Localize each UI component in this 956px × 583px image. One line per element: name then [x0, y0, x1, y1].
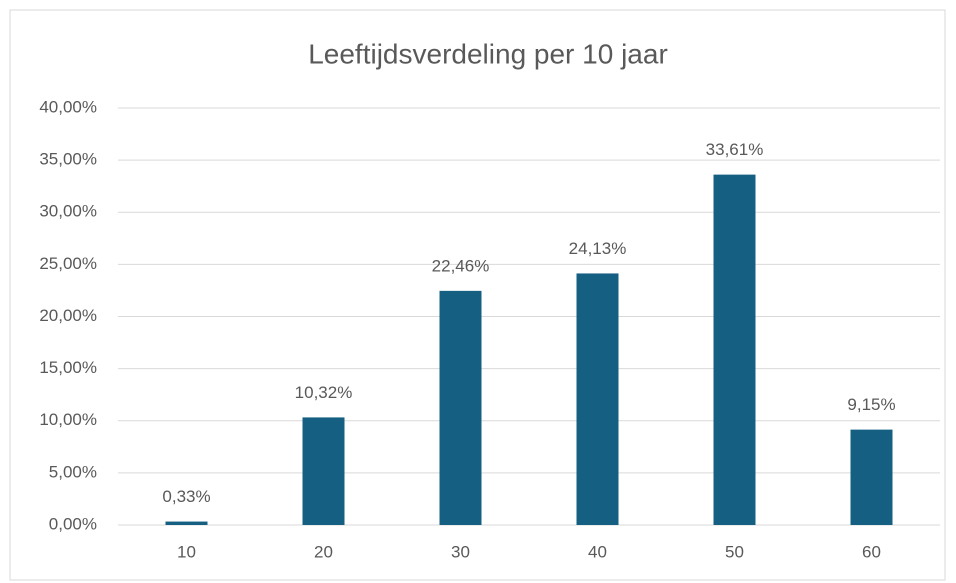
y-tick-label: 5,00% — [49, 462, 97, 481]
bar — [713, 174, 756, 525]
chart-title: Leeftijdsverdeling per 10 jaar — [308, 38, 668, 69]
bar — [439, 290, 482, 525]
x-tick-label: 50 — [725, 542, 744, 561]
y-tick-label: 20,00% — [39, 306, 97, 325]
y-tick-label: 15,00% — [39, 358, 97, 377]
x-tick-label: 60 — [862, 542, 881, 561]
data-label: 24,13% — [569, 239, 627, 258]
data-label: 33,61% — [706, 140, 764, 159]
bar — [850, 429, 893, 525]
x-tick-label: 10 — [177, 542, 196, 561]
y-tick-label: 10,00% — [39, 410, 97, 429]
data-label: 9,15% — [847, 395, 895, 414]
x-tick-label: 30 — [451, 542, 470, 561]
bar — [576, 273, 619, 525]
y-tick-label: 30,00% — [39, 202, 97, 221]
y-tick-label: 40,00% — [39, 97, 97, 116]
data-label: 22,46% — [432, 256, 490, 275]
data-label: 0,33% — [162, 487, 210, 506]
x-tick-label: 20 — [314, 542, 333, 561]
x-tick-label: 40 — [588, 542, 607, 561]
y-tick-label: 0,00% — [49, 514, 97, 533]
bar — [165, 521, 208, 525]
bar — [302, 417, 345, 525]
data-label: 10,32% — [295, 383, 353, 402]
y-tick-label: 25,00% — [39, 254, 97, 273]
y-tick-label: 35,00% — [39, 150, 97, 169]
